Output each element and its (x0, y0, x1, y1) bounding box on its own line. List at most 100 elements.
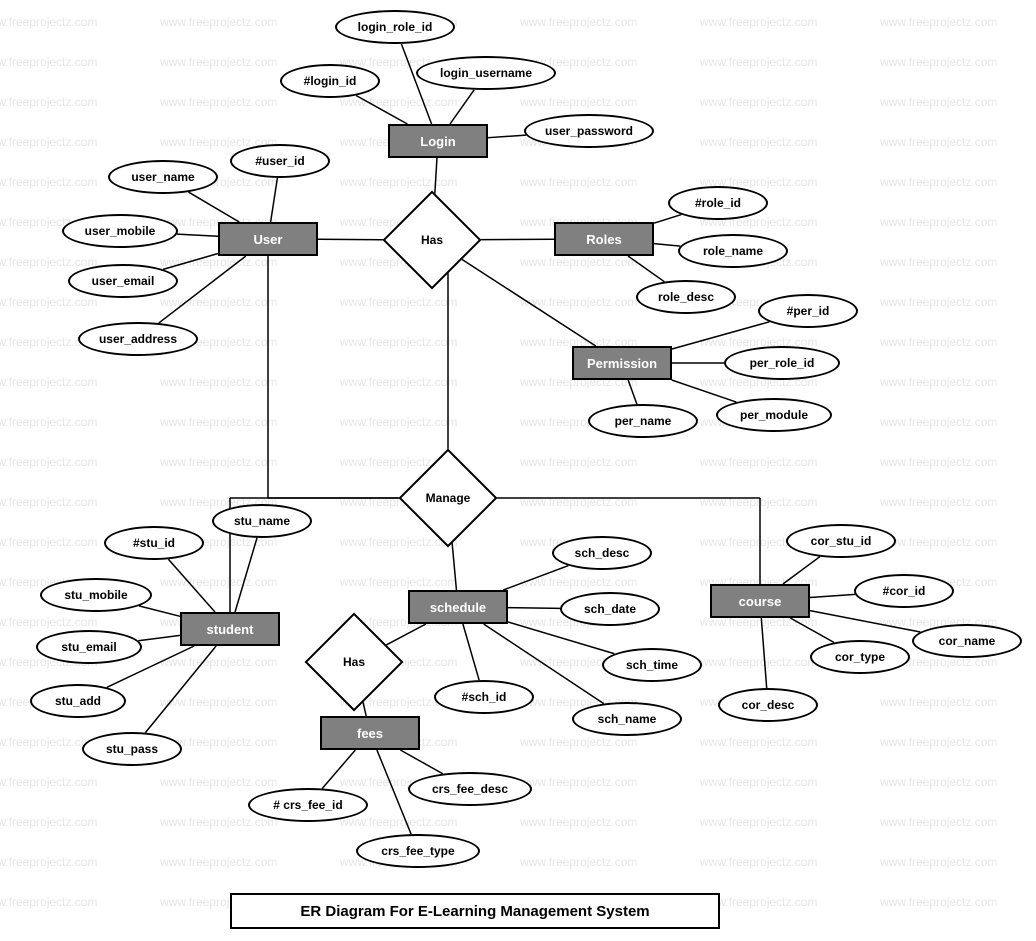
attribute-per_module: per_module (716, 398, 832, 432)
attribute-per_id: #per_id (758, 294, 858, 328)
watermark-text: www.freeprojectz.com (160, 55, 277, 69)
watermark-text: www.freeprojectz.com (0, 855, 97, 869)
attribute-cor_id: #cor_id (854, 574, 954, 608)
attribute-login_id: #login_id (280, 64, 380, 98)
watermark-text: www.freeprojectz.com (0, 535, 97, 549)
watermark-text: www.freeprojectz.com (160, 15, 277, 29)
watermark-text: www.freeprojectz.com (700, 775, 817, 789)
attribute-stu_name: stu_name (212, 504, 312, 538)
attribute-sch_date: sch_date (560, 592, 660, 626)
watermark-text: www.freeprojectz.com (160, 295, 277, 309)
watermark-text: www.freeprojectz.com (700, 95, 817, 109)
watermark-text: www.freeprojectz.com (880, 695, 997, 709)
entity-roles: Roles (554, 222, 654, 256)
attribute-stu_add: stu_add (30, 684, 126, 718)
watermark-text: www.freeprojectz.com (0, 255, 97, 269)
watermark-text: www.freeprojectz.com (340, 375, 457, 389)
attribute-crs_fee_type: crs_fee_type (356, 834, 480, 868)
attribute-user_name: user_name (108, 160, 218, 194)
watermark-text: www.freeprojectz.com (700, 495, 817, 509)
attribute-cor_desc: cor_desc (718, 688, 818, 722)
attribute-user_mobile: user_mobile (62, 214, 178, 248)
watermark-text: www.freeprojectz.com (0, 295, 97, 309)
er-diagram-stage: www.freeprojectz.com www.freeprojectz.com… (0, 0, 1036, 941)
watermark-text: www.freeprojectz.com (160, 375, 277, 389)
watermark-text: www.freeprojectz.com (700, 815, 817, 829)
entity-user: User (218, 222, 318, 256)
watermark-text: www.freeprojectz.com (700, 655, 817, 669)
diagram-title: ER Diagram For E-Learning Management Sys… (230, 893, 720, 929)
watermark-text: www.freeprojectz.com (880, 415, 997, 429)
entity-permission: Permission (572, 346, 672, 380)
watermark-text: www.freeprojectz.com (880, 15, 997, 29)
attribute-role_name: role_name (678, 234, 788, 268)
watermark-text: www.freeprojectz.com (0, 175, 97, 189)
attribute-cor_stu_id: cor_stu_id (786, 524, 896, 558)
edges-layer (0, 0, 1036, 941)
attribute-stu_mobile: stu_mobile (40, 578, 152, 612)
attribute-cor_type: cor_type (810, 640, 910, 674)
watermark-text: www.freeprojectz.com (0, 775, 97, 789)
watermark-text: www.freeprojectz.com (700, 455, 817, 469)
watermark-text: www.freeprojectz.com (340, 335, 457, 349)
attribute-sch_time: sch_time (602, 648, 702, 682)
watermark-text: www.freeprojectz.com (880, 455, 997, 469)
watermark-text: www.freeprojectz.com (880, 335, 997, 349)
watermark-text: www.freeprojectz.com (880, 95, 997, 109)
watermark-text: www.freeprojectz.com (160, 415, 277, 429)
watermark-text: www.freeprojectz.com (880, 495, 997, 509)
watermark-text: www.freeprojectz.com (700, 15, 817, 29)
watermark-text: www.freeprojectz.com (340, 175, 457, 189)
watermark-text: www.freeprojectz.com (700, 135, 817, 149)
attribute-sch_id: #sch_id (434, 680, 534, 714)
attribute-stu_email: stu_email (36, 630, 142, 664)
watermark-text: www.freeprojectz.com (880, 735, 997, 749)
watermark-text: www.freeprojectz.com (0, 615, 97, 629)
watermark-text: www.freeprojectz.com (160, 775, 277, 789)
watermark-text: www.freeprojectz.com (520, 295, 637, 309)
attribute-user_password: user_password (524, 114, 654, 148)
watermark-text: www.freeprojectz.com (160, 575, 277, 589)
watermark-text: www.freeprojectz.com (880, 535, 997, 549)
watermark-text: www.freeprojectz.com (520, 455, 637, 469)
watermark-text: www.freeprojectz.com (0, 135, 97, 149)
attribute-user_email: user_email (68, 264, 178, 298)
watermark-text: www.freeprojectz.com (880, 375, 997, 389)
watermark-text: www.freeprojectz.com (520, 175, 637, 189)
watermark-text: www.freeprojectz.com (520, 855, 637, 869)
entity-fees: fees (320, 716, 420, 750)
entity-login: Login (388, 124, 488, 158)
attribute-stu_id: #stu_id (104, 526, 204, 560)
watermark-text: www.freeprojectz.com (0, 55, 97, 69)
relationship-manage: Manage (413, 463, 483, 533)
attribute-cor_name: cor_name (912, 624, 1022, 658)
watermark-text: www.freeprojectz.com (160, 95, 277, 109)
attribute-crs_fee_id: # crs_fee_id (248, 788, 368, 822)
watermark-text: www.freeprojectz.com (340, 815, 457, 829)
entity-course: course (710, 584, 810, 618)
attribute-login_username: login_username (416, 56, 556, 90)
watermark-text: www.freeprojectz.com (340, 95, 457, 109)
watermark-text: www.freeprojectz.com (0, 15, 97, 29)
attribute-crs_fee_desc: crs_fee_desc (408, 772, 532, 806)
watermark-text: www.freeprojectz.com (880, 255, 997, 269)
attribute-sch_desc: sch_desc (552, 536, 652, 570)
watermark-text: www.freeprojectz.com (520, 575, 637, 589)
attribute-user_address: user_address (78, 322, 198, 356)
attribute-per_role_id: per_role_id (724, 346, 840, 380)
relationship-has2: Has (319, 627, 389, 697)
watermark-text: www.freeprojectz.com (880, 815, 997, 829)
watermark-text: www.freeprojectz.com (0, 495, 97, 509)
watermark-text: www.freeprojectz.com (340, 575, 457, 589)
watermark-text: www.freeprojectz.com (700, 735, 817, 749)
watermark-text: www.freeprojectz.com (880, 55, 997, 69)
watermark-text: www.freeprojectz.com (520, 775, 637, 789)
watermark-text: www.freeprojectz.com (0, 895, 97, 909)
watermark-text: www.freeprojectz.com (880, 855, 997, 869)
watermark-text: www.freeprojectz.com (160, 695, 277, 709)
attribute-per_name: per_name (588, 404, 698, 438)
watermark-text: www.freeprojectz.com (160, 655, 277, 669)
watermark-text: www.freeprojectz.com (160, 815, 277, 829)
watermark-text: www.freeprojectz.com (0, 415, 97, 429)
watermark-text: www.freeprojectz.com (0, 815, 97, 829)
